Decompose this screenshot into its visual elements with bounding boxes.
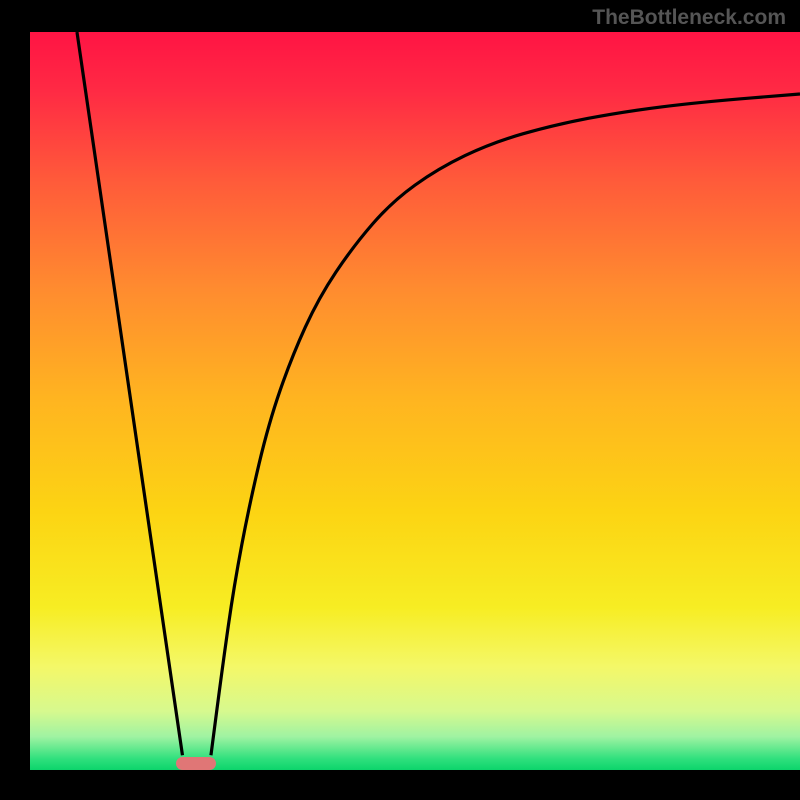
bottleneck-marker <box>176 757 216 770</box>
curve-layer <box>30 32 800 770</box>
curve-left <box>77 32 182 755</box>
canvas-root: TheBottleneck.com <box>0 0 800 800</box>
plot-area <box>30 32 800 770</box>
curve-right <box>211 94 800 755</box>
watermark-text: TheBottleneck.com <box>592 6 786 30</box>
